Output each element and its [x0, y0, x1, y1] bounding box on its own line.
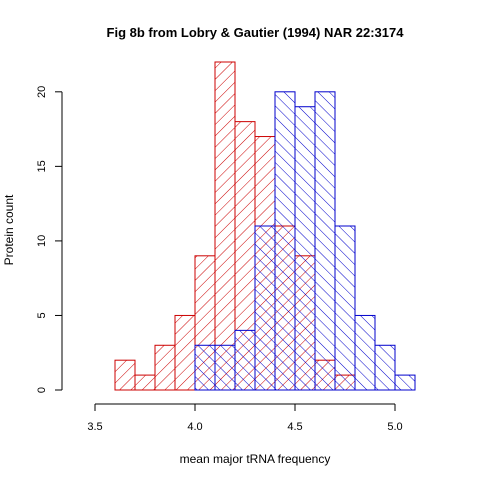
histogram-bar [274, 91, 296, 391]
histogram-bar [354, 314, 376, 391]
y-axis: 0 5 10 15 20 [36, 86, 63, 393]
y-tick-label: 20 [36, 86, 48, 98]
y-axis-label: Protein count [2, 194, 16, 265]
histogram-bar [394, 374, 416, 391]
histogram-bar [294, 106, 316, 391]
chart-title: Fig 8b from Lobry & Gautier (1994) NAR 2… [107, 25, 405, 40]
histogram-bar [174, 314, 196, 391]
x-tick-label: 4.0 [187, 421, 202, 433]
histogram-bar [114, 359, 136, 391]
histogram-bar [134, 374, 156, 391]
histogram-bar [314, 91, 336, 391]
histogram-bar [214, 61, 236, 391]
histogram-bar [254, 225, 276, 391]
x-tick-label: 4.5 [287, 421, 302, 433]
y-tick-label: 15 [36, 160, 48, 172]
histogram-series-2 [194, 91, 416, 391]
histogram-bar [234, 329, 256, 391]
x-tick-label: 5.0 [387, 421, 402, 433]
x-axis-label: mean major tRNA frequency [180, 452, 331, 466]
histogram-bar [374, 344, 396, 391]
x-tick-label: 3.5 [87, 421, 102, 433]
histogram-bar [154, 344, 176, 391]
x-axis: 3.5 4.0 4.5 5.0 [87, 403, 403, 433]
y-tick-label: 0 [36, 387, 48, 393]
y-tick-label: 10 [36, 235, 48, 247]
y-tick-label: 5 [36, 312, 48, 318]
histogram-bar [214, 344, 236, 391]
histogram-bar [334, 225, 356, 391]
histogram-bars [114, 61, 416, 391]
histogram-bar [194, 344, 216, 391]
